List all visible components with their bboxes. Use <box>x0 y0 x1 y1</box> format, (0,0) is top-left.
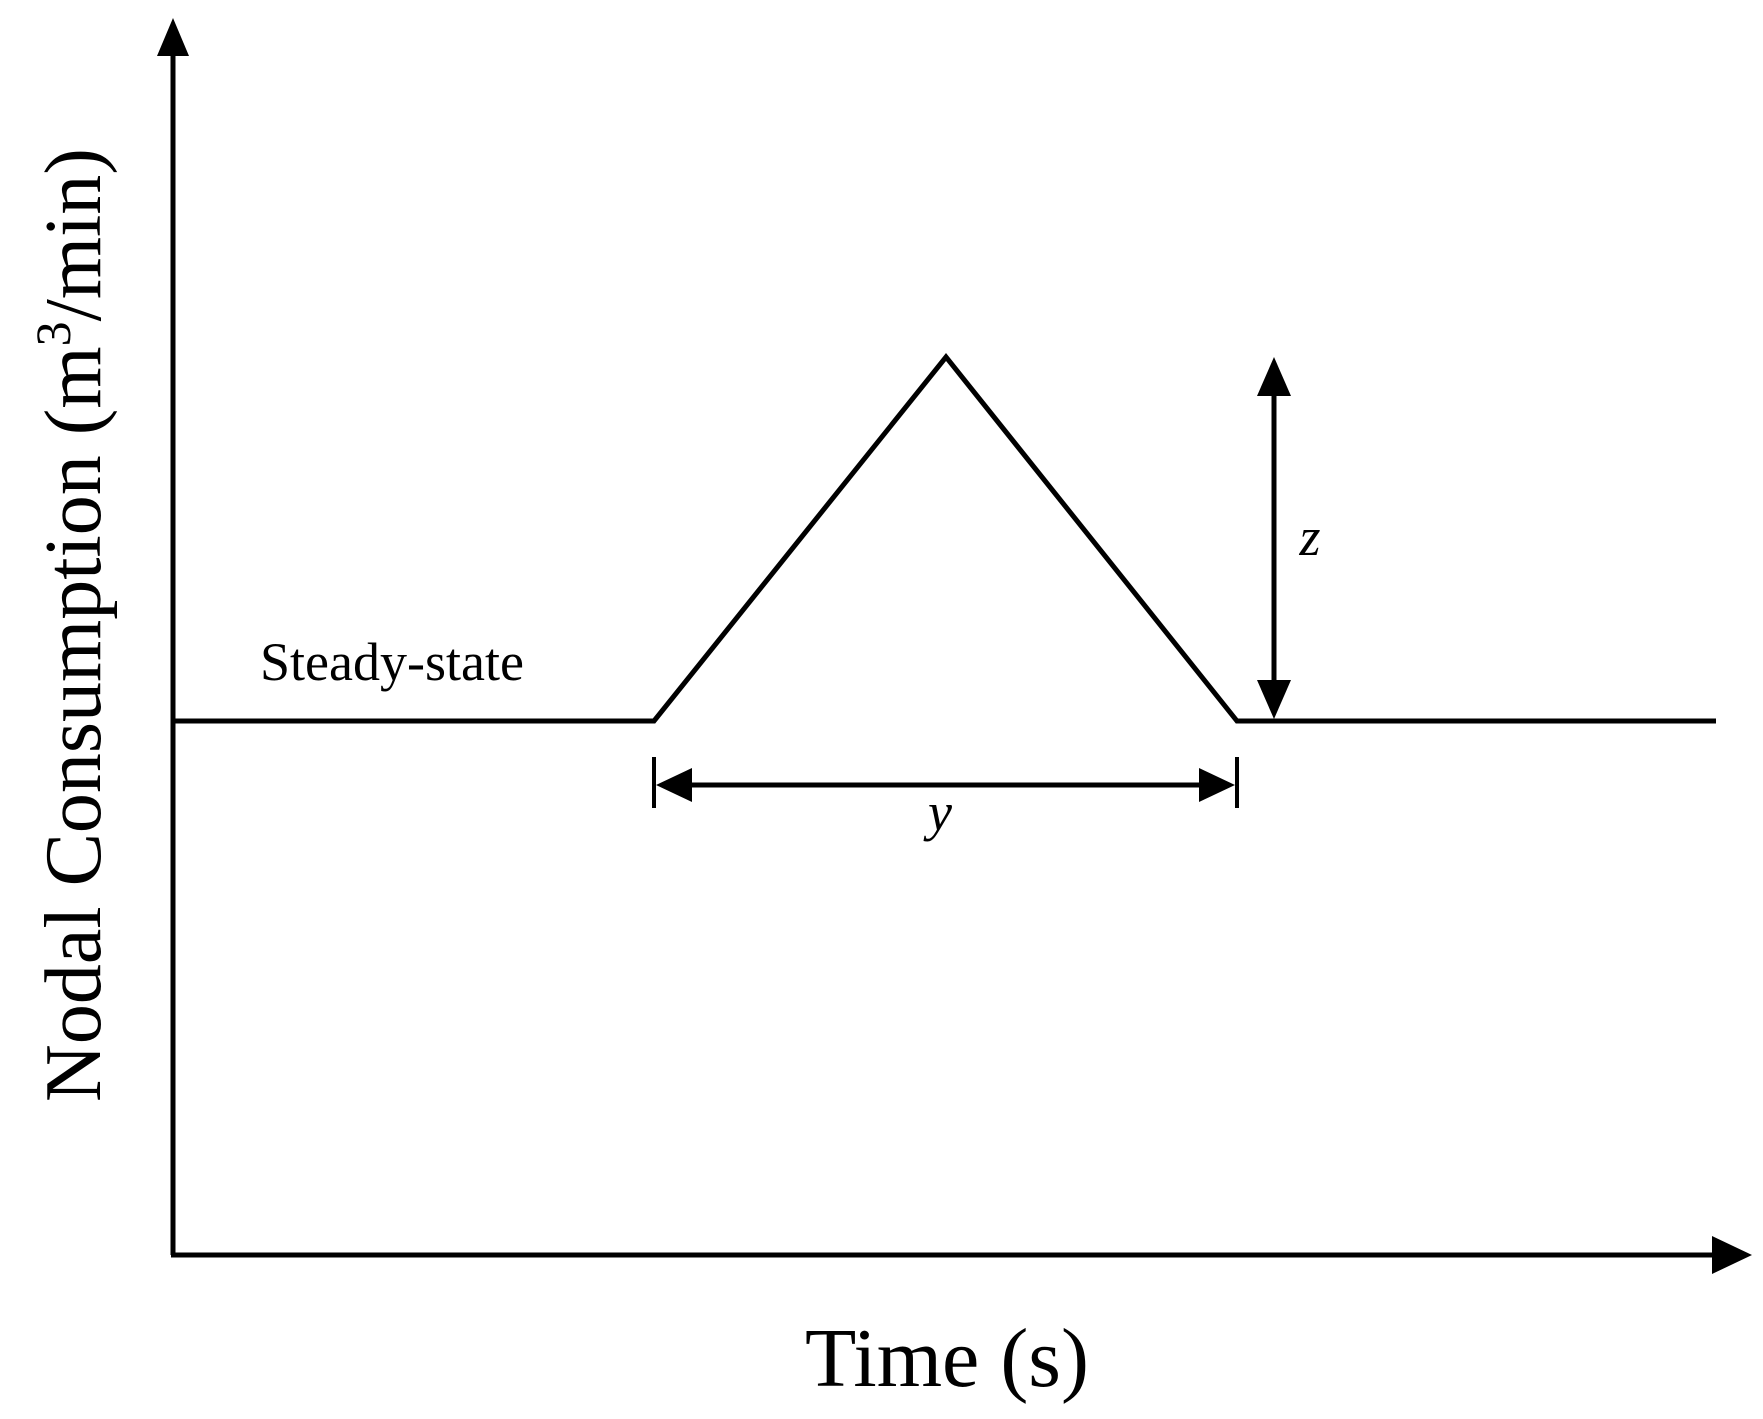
amplitude-arrowhead-top <box>1257 357 1291 396</box>
amplitude-arrowhead-bottom <box>1257 680 1291 719</box>
duration-label: y <box>923 782 952 842</box>
duration-arrowhead-right <box>1199 768 1235 802</box>
x-axis-label: Time (s) <box>805 1312 1089 1405</box>
y-axis-label-prefix: Nodal Consumption (m <box>30 346 118 1102</box>
y-axis-label: Nodal Consumption (m3/min) <box>25 148 118 1102</box>
baseline-label: Steady-state <box>260 632 524 692</box>
consumption-curve <box>173 353 1716 724</box>
y-axis-label-suffix: /min) <box>30 148 118 321</box>
y-axis-arrowhead <box>157 18 189 56</box>
duration-arrowhead-left <box>656 768 692 802</box>
x-axis-arrowhead <box>1712 1236 1752 1274</box>
amplitude-label: z <box>1298 507 1320 567</box>
y-axis-label-superscript: 3 <box>25 321 81 346</box>
